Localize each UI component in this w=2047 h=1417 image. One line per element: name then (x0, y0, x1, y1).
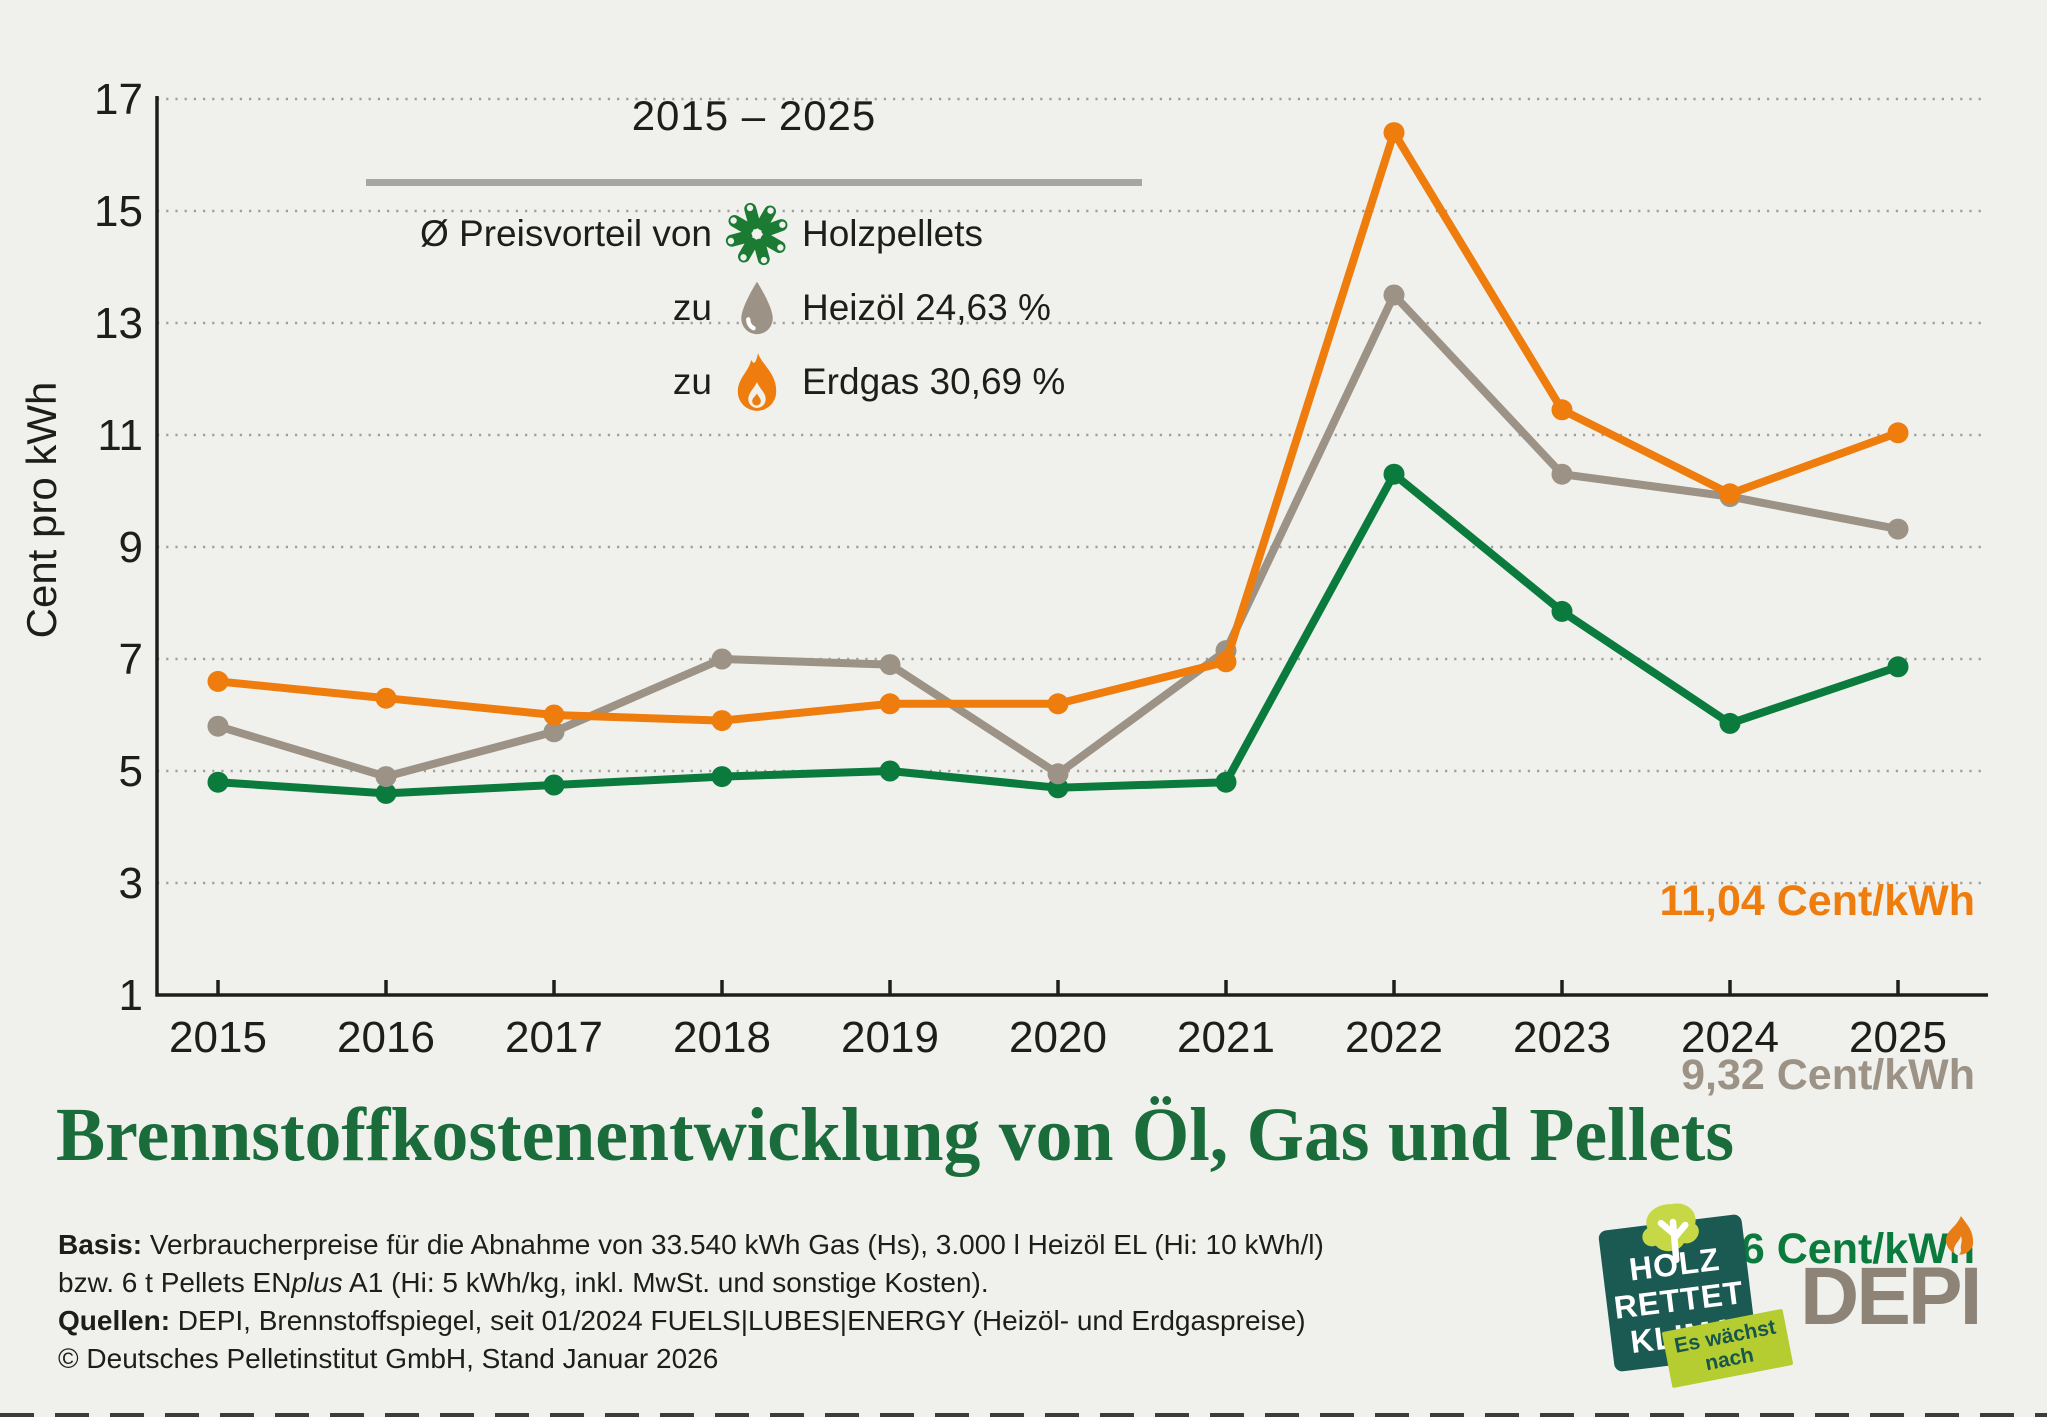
data-point (711, 710, 733, 732)
svg-text:2019: 2019 (841, 1013, 939, 1062)
end-label-heizoel: 9,32 Cent/kWh (1681, 1051, 1975, 1099)
data-point (1215, 771, 1237, 793)
y-axis-title: Cent pro kWh (18, 382, 65, 639)
page-title: Brennstoffkostenentwicklung von Öl, Gas … (56, 1093, 1735, 1177)
svg-text:13: 13 (94, 299, 143, 348)
data-point (375, 766, 397, 788)
data-point (1383, 122, 1405, 144)
chart-gridlines (157, 97, 1985, 885)
data-point (1215, 651, 1237, 673)
legend-rule (366, 179, 1142, 186)
data-point (375, 687, 397, 709)
footnote-basis-line1: Basis: Verbraucherpreise für die Abnahme… (58, 1226, 1478, 1264)
svg-text:5: 5 (119, 747, 143, 796)
data-point (1719, 712, 1741, 734)
svg-text:7: 7 (119, 635, 143, 684)
data-point (207, 771, 229, 793)
data-point (1047, 693, 1069, 715)
data-point (711, 648, 733, 670)
end-value-labels: 11,04 Cent/kWh 9,32 Cent/kWh 6,86 Cent/k… (1660, 756, 1975, 1394)
end-label-erdgas: 11,04 Cent/kWh (1659, 877, 1975, 925)
data-point (1887, 656, 1909, 678)
data-point (711, 766, 733, 788)
basis-text-2a: bzw. 6 t Pellets EN (58, 1267, 292, 1298)
data-point (1047, 763, 1069, 785)
svg-text:2023: 2023 (1513, 1013, 1611, 1062)
depi-flame-icon (1946, 1216, 1974, 1255)
pellets-icon (712, 197, 802, 271)
quellen-label: Quellen: (58, 1305, 171, 1336)
chart-axes (155, 96, 1988, 997)
svg-text:11: 11 (97, 411, 143, 460)
y-axis-labels: 17 15 13 11 9 7 5 3 1 (94, 75, 143, 1020)
data-point (879, 693, 901, 715)
bottom-edge-strip (0, 1413, 2047, 1417)
depi-wordmark: DEPI (1800, 1251, 1982, 1342)
oil-drop-icon (712, 271, 802, 345)
x-tick-marks (216, 980, 1900, 995)
svg-text:9: 9 (119, 523, 143, 572)
data-point (1887, 518, 1909, 540)
flame-icon (712, 345, 802, 419)
svg-text:2018: 2018 (673, 1013, 771, 1062)
svg-text:2022: 2022 (1345, 1013, 1443, 1062)
data-point (1383, 284, 1405, 306)
legend-label-heizoel: Heizöl 24,63 % (802, 287, 1051, 328)
svg-text:17: 17 (94, 75, 143, 124)
basis-label: Basis: (58, 1229, 143, 1260)
data-point (375, 782, 397, 804)
data-point (207, 715, 229, 737)
svg-text:3: 3 (119, 859, 143, 908)
line-series-erdgas (207, 122, 1909, 732)
chart-legend: Ø Preisvorteil von Holzpellets (285, 197, 1065, 419)
data-point (1719, 483, 1741, 505)
data-point (543, 774, 565, 796)
tree-icon (1642, 1203, 1699, 1264)
legend-prefix: zu (672, 287, 712, 328)
x-axis-labels: 2015 2016 2017 2018 2019 2020 2021 2022 … (169, 1013, 1947, 1062)
data-point (1551, 600, 1573, 622)
svg-text:2015: 2015 (169, 1013, 267, 1062)
basis-text-1: Verbraucherpreise für die Abnahme von 33… (142, 1229, 1324, 1260)
series-layer (207, 122, 1909, 804)
legend-label-erdgas: Erdgas 30,69 % (802, 361, 1066, 402)
data-point (1887, 422, 1909, 444)
data-point (879, 654, 901, 676)
data-point (1383, 463, 1405, 485)
footnote-quellen: Quellen: DEPI, Brennstoffspiegel, seit 0… (58, 1302, 1478, 1340)
svg-text:2024: 2024 (1681, 1013, 1779, 1062)
holz-rettet-klima-logo: HOLZ RETTET KLIMA Es wächst nach (1597, 1203, 1794, 1389)
svg-text:2020: 2020 (1009, 1013, 1107, 1062)
svg-text:2016: 2016 (337, 1013, 435, 1062)
depi-logo: DEPI (1800, 1202, 2040, 1352)
footnote: Basis: Verbraucherpreise für die Abnahme… (58, 1226, 1478, 1378)
svg-text:2021: 2021 (1177, 1013, 1275, 1062)
price-chart: 17 15 13 11 9 7 5 3 1 2015 2016 2017 201… (18, 75, 1988, 1062)
data-point (207, 670, 229, 692)
data-point (1551, 399, 1573, 421)
data-point (543, 721, 565, 743)
footnote-basis-line2: bzw. 6 t Pellets ENplus A1 (Hi: 5 kWh/kg… (58, 1264, 1478, 1302)
footnote-copyright: © Deutsches Pelletinstitut GmbH, Stand J… (58, 1343, 719, 1374)
svg-text:15: 15 (94, 187, 143, 236)
svg-text:2025: 2025 (1849, 1013, 1947, 1062)
svg-text:1: 1 (119, 971, 143, 1020)
svg-text:2017: 2017 (505, 1013, 603, 1062)
legend-label-pellets: Holzpellets (802, 213, 983, 254)
legend-prefix: Ø Preisvorteil von (420, 213, 712, 254)
basis-text-2b: plus (291, 1267, 343, 1298)
legend-prefix: zu (672, 361, 712, 402)
basis-text-2c: A1 (Hi: 5 kWh/kg, inkl. MwSt. und sonsti… (342, 1267, 989, 1298)
data-point (879, 760, 901, 782)
legend-period: 2015 – 2025 (631, 92, 877, 139)
quellen-text: DEPI, Brennstoffspiegel, seit 01/2024 FU… (170, 1305, 1306, 1336)
data-point (1551, 463, 1573, 485)
data-point (543, 704, 565, 726)
